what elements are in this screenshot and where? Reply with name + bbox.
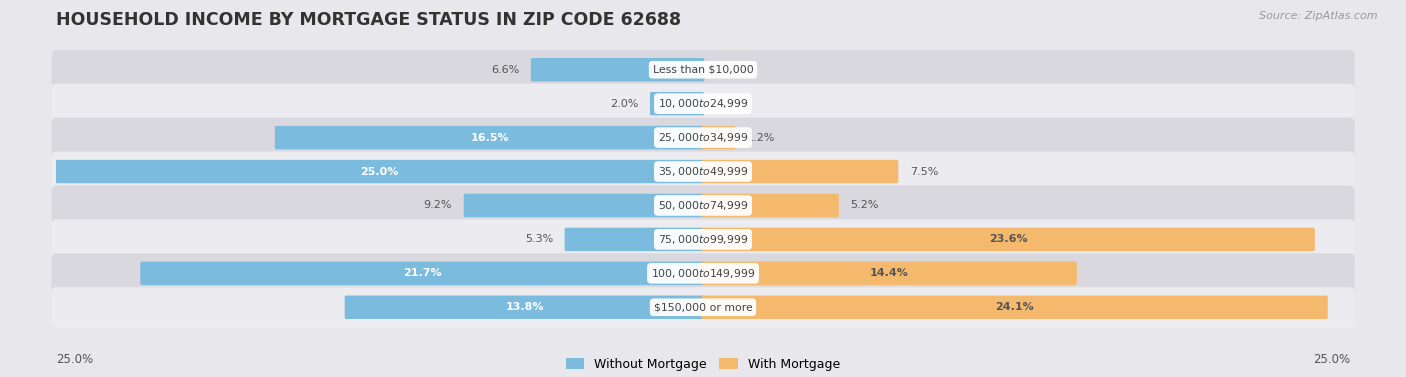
Text: 1.2%: 1.2%	[747, 133, 775, 143]
FancyBboxPatch shape	[55, 160, 704, 183]
Text: $10,000 to $24,999: $10,000 to $24,999	[658, 97, 748, 110]
FancyBboxPatch shape	[52, 287, 1354, 327]
Text: 5.2%: 5.2%	[851, 201, 879, 210]
FancyBboxPatch shape	[52, 185, 1354, 225]
Text: 25.0%: 25.0%	[1313, 353, 1350, 366]
Text: 25.0%: 25.0%	[360, 167, 399, 176]
Text: 24.1%: 24.1%	[995, 302, 1035, 312]
Text: 23.6%: 23.6%	[988, 234, 1028, 244]
Text: 16.5%: 16.5%	[470, 133, 509, 143]
Text: $25,000 to $34,999: $25,000 to $34,999	[658, 131, 748, 144]
Text: 13.8%: 13.8%	[505, 302, 544, 312]
FancyBboxPatch shape	[702, 262, 1077, 285]
Text: $50,000 to $74,999: $50,000 to $74,999	[658, 199, 748, 212]
Text: $75,000 to $99,999: $75,000 to $99,999	[658, 233, 748, 246]
FancyBboxPatch shape	[650, 92, 704, 115]
Text: 21.7%: 21.7%	[404, 268, 441, 278]
FancyBboxPatch shape	[702, 228, 1315, 251]
Text: Source: ZipAtlas.com: Source: ZipAtlas.com	[1260, 11, 1378, 21]
FancyBboxPatch shape	[52, 219, 1354, 259]
FancyBboxPatch shape	[702, 126, 735, 149]
Text: HOUSEHOLD INCOME BY MORTGAGE STATUS IN ZIP CODE 62688: HOUSEHOLD INCOME BY MORTGAGE STATUS IN Z…	[56, 11, 682, 29]
Text: 9.2%: 9.2%	[423, 201, 453, 210]
FancyBboxPatch shape	[52, 84, 1354, 124]
Text: 2.0%: 2.0%	[610, 99, 638, 109]
FancyBboxPatch shape	[565, 228, 704, 251]
Legend: Without Mortgage, With Mortgage: Without Mortgage, With Mortgage	[565, 358, 841, 371]
FancyBboxPatch shape	[274, 126, 704, 149]
Text: $35,000 to $49,999: $35,000 to $49,999	[658, 165, 748, 178]
FancyBboxPatch shape	[464, 194, 704, 217]
FancyBboxPatch shape	[702, 160, 898, 183]
FancyBboxPatch shape	[531, 58, 704, 81]
FancyBboxPatch shape	[702, 194, 839, 217]
FancyBboxPatch shape	[702, 296, 1327, 319]
Text: 14.4%: 14.4%	[870, 268, 908, 278]
Text: 6.6%: 6.6%	[491, 65, 519, 75]
Text: $150,000 or more: $150,000 or more	[654, 302, 752, 312]
Text: 0.0%: 0.0%	[716, 65, 744, 75]
FancyBboxPatch shape	[52, 152, 1354, 192]
Text: $100,000 to $149,999: $100,000 to $149,999	[651, 267, 755, 280]
FancyBboxPatch shape	[52, 253, 1354, 293]
Text: 5.3%: 5.3%	[524, 234, 553, 244]
Text: 25.0%: 25.0%	[56, 353, 93, 366]
Text: Less than $10,000: Less than $10,000	[652, 65, 754, 75]
FancyBboxPatch shape	[52, 50, 1354, 90]
FancyBboxPatch shape	[344, 296, 704, 319]
Text: 7.5%: 7.5%	[910, 167, 938, 176]
FancyBboxPatch shape	[141, 262, 704, 285]
FancyBboxPatch shape	[52, 118, 1354, 158]
Text: 0.0%: 0.0%	[716, 99, 744, 109]
